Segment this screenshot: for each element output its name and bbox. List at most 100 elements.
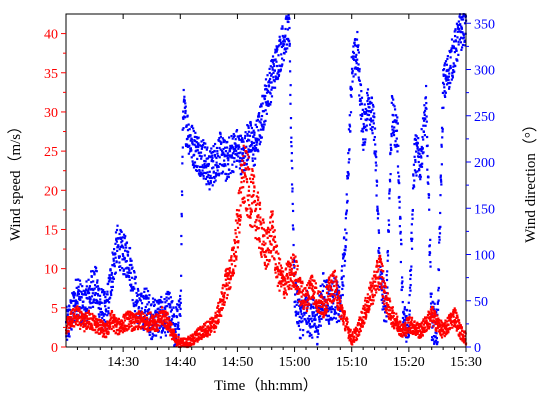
wind-direction-point bbox=[390, 101, 393, 104]
wind-direction-point bbox=[100, 288, 103, 291]
wind-direction-point bbox=[128, 278, 131, 281]
wind-direction-point bbox=[418, 152, 421, 156]
wind-speed-point bbox=[240, 186, 243, 189]
wind-speed-point bbox=[247, 189, 250, 192]
wind-direction-point bbox=[279, 38, 282, 41]
wind-speed-point bbox=[326, 295, 330, 298]
wind-speed-point bbox=[135, 312, 139, 315]
wind-direction-point bbox=[178, 313, 182, 316]
wind-speed-point bbox=[440, 327, 443, 331]
wind-direction-point bbox=[259, 140, 262, 144]
wind-speed-point bbox=[371, 293, 374, 296]
wind-speed-point bbox=[359, 329, 362, 333]
wind-direction-point bbox=[170, 319, 173, 322]
wind-speed-point bbox=[286, 277, 289, 280]
wind-direction-point bbox=[132, 302, 135, 305]
wind-direction-point bbox=[410, 239, 413, 243]
wind-speed-point bbox=[118, 332, 121, 335]
wind-direction-point bbox=[370, 101, 373, 105]
wind-speed-point bbox=[449, 321, 453, 325]
wind-speed-point bbox=[368, 286, 371, 289]
wind-direction-point bbox=[146, 310, 149, 313]
wind-direction-point bbox=[268, 71, 271, 75]
wind-speed-point bbox=[242, 180, 246, 183]
wind-speed-point bbox=[101, 326, 104, 330]
x-axis-label: Time（hh:mm） bbox=[214, 377, 318, 394]
wind-direction-point bbox=[425, 115, 428, 118]
wind-direction-point bbox=[206, 171, 209, 174]
wind-direction-point bbox=[122, 269, 125, 272]
wind-direction-point bbox=[199, 174, 202, 177]
wind-direction-point bbox=[319, 324, 322, 327]
wind-direction-point bbox=[111, 277, 114, 280]
wind-direction-point bbox=[134, 282, 137, 285]
wind-speed-point bbox=[201, 332, 205, 336]
wind-speed-point bbox=[389, 300, 392, 303]
wind-speed-point bbox=[273, 245, 276, 249]
wind-speed-point bbox=[323, 299, 326, 302]
wind-direction-point bbox=[261, 125, 264, 128]
wind-speed-point bbox=[366, 304, 369, 307]
wind-direction-point bbox=[255, 125, 258, 129]
wind-direction-point bbox=[148, 327, 151, 330]
wind-direction-point bbox=[397, 175, 401, 178]
wind-speed-point bbox=[210, 321, 214, 324]
wind-direction-point bbox=[75, 309, 78, 312]
wind-speed-point bbox=[394, 320, 398, 323]
wind-direction-point bbox=[432, 308, 435, 311]
wind-speed-point bbox=[312, 292, 315, 295]
wind-speed-point bbox=[191, 333, 194, 336]
wind-speed-point bbox=[239, 219, 242, 222]
wind-speed-point bbox=[101, 320, 104, 323]
wind-direction-point bbox=[251, 149, 254, 152]
wind-direction-point bbox=[74, 304, 77, 307]
wind-speed-point bbox=[259, 207, 262, 211]
wind-speed-point bbox=[407, 321, 410, 324]
wind-speed-point bbox=[455, 329, 458, 332]
wind-speed-point bbox=[237, 209, 241, 212]
wind-speed-point bbox=[140, 320, 143, 323]
wind-direction-point bbox=[443, 62, 447, 65]
wind-direction-point bbox=[78, 289, 81, 293]
wind-speed-point bbox=[230, 255, 233, 258]
wind-direction-point bbox=[210, 152, 213, 155]
wind-speed-point bbox=[321, 296, 324, 299]
wind-direction-point bbox=[313, 324, 316, 327]
wind-speed-point bbox=[91, 312, 94, 316]
wind-direction-point bbox=[251, 131, 254, 134]
wind-direction-point bbox=[179, 307, 182, 311]
wind-speed-point bbox=[164, 311, 167, 314]
wind-direction-point bbox=[121, 239, 124, 242]
y-right-tick-label: 250 bbox=[474, 110, 495, 125]
wind-speed-point bbox=[86, 320, 89, 323]
wind-speed-point bbox=[233, 259, 236, 262]
y-right-tick-label: 150 bbox=[474, 202, 495, 217]
wind-speed-point bbox=[264, 242, 267, 245]
wind-direction-point bbox=[121, 266, 124, 270]
wind-direction-point bbox=[395, 119, 398, 122]
wind-direction-point bbox=[81, 293, 85, 296]
wind-speed-point bbox=[209, 326, 213, 329]
wind-direction-point bbox=[288, 44, 291, 47]
wind-speed-point bbox=[252, 193, 255, 197]
wind-direction-point bbox=[349, 94, 352, 97]
wind-direction-point bbox=[109, 296, 112, 299]
wind-speed-point bbox=[246, 153, 249, 156]
wind-speed-point bbox=[271, 224, 274, 227]
wind-direction-point bbox=[338, 309, 342, 312]
wind-direction-point bbox=[318, 320, 321, 323]
wind-speed-point bbox=[421, 334, 424, 337]
wind-speed-point bbox=[455, 311, 458, 315]
wind-direction-point bbox=[175, 315, 179, 319]
wind-direction-point bbox=[381, 308, 384, 311]
wind-direction-point bbox=[261, 102, 264, 105]
wind-direction-point bbox=[164, 307, 167, 310]
wind-speed-point bbox=[160, 319, 163, 322]
wind-speed-point bbox=[317, 304, 320, 307]
wind-direction-point bbox=[442, 74, 445, 77]
wind-direction-point bbox=[176, 303, 179, 306]
wind-speed-point bbox=[294, 288, 297, 291]
wind-direction-point bbox=[450, 47, 453, 50]
wind-direction-point bbox=[447, 78, 450, 82]
wind-speed-point bbox=[130, 319, 133, 322]
